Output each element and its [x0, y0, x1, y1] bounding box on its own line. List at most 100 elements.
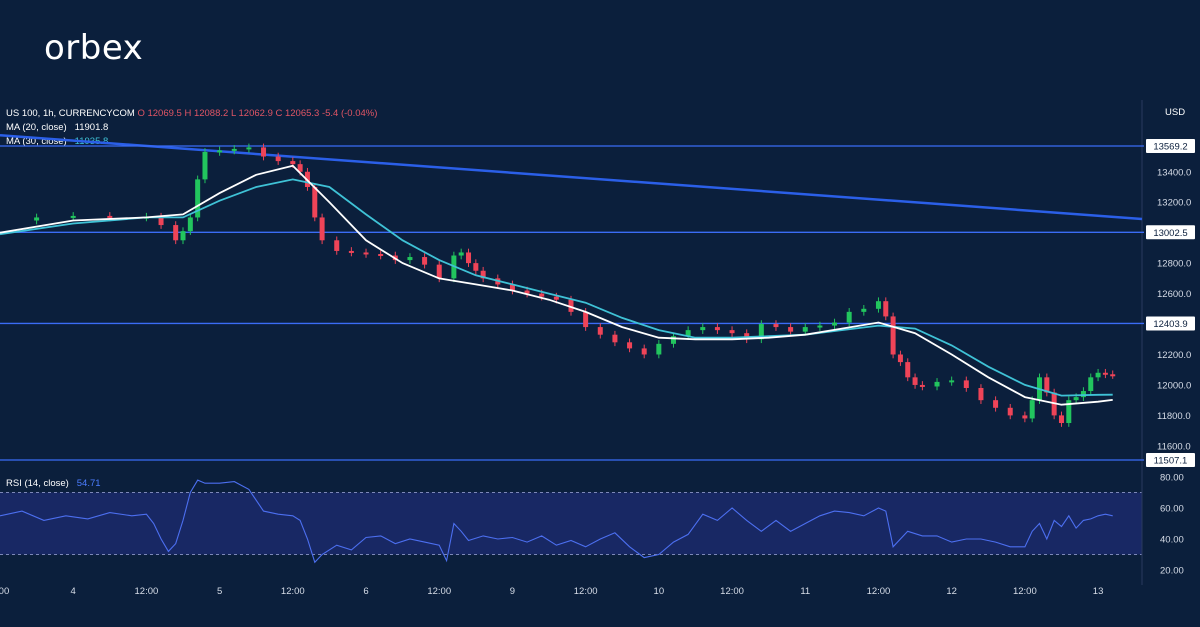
x-tick-label: 4: [71, 586, 76, 597]
candle-body: [187, 217, 193, 232]
y-tick-label: 12600.0: [1157, 289, 1191, 300]
levels-layer: 13569.2 13002.5 12403.9 11507.1: [0, 139, 1195, 467]
level-label-0: 13569.2: [1153, 142, 1187, 153]
candle-body: [905, 362, 911, 378]
candle: [773, 320, 779, 331]
x-tick-label: 12:00: [574, 586, 598, 597]
candle-body: [627, 342, 633, 349]
x-tick-label: 10: [654, 586, 665, 597]
candle: [275, 152, 281, 165]
y-tick-label: 12200.0: [1157, 350, 1191, 361]
candle-body: [290, 161, 296, 165]
candle-body: [334, 240, 340, 251]
candle-body: [509, 284, 515, 291]
candle: [1110, 370, 1116, 379]
y-tick-label: 12000.0: [1157, 380, 1191, 391]
candle-body: [568, 299, 574, 312]
candle-body: [458, 252, 464, 256]
candle: [473, 259, 479, 275]
candle: [1088, 373, 1094, 395]
candle: [363, 248, 369, 258]
candle-body: [246, 147, 252, 150]
level-tag-1: [1146, 225, 1195, 240]
candle: [627, 338, 633, 353]
candle-body: [883, 301, 889, 317]
rsi-band-fill: [0, 492, 1142, 555]
candle-body: [378, 253, 384, 256]
candle-body: [993, 400, 999, 408]
candle-body: [217, 150, 223, 153]
rsi-line: [0, 479, 1113, 564]
candle-body: [934, 381, 940, 387]
candle: [1022, 411, 1028, 423]
candle: [919, 381, 925, 391]
candle: [187, 213, 193, 235]
candle: [180, 227, 186, 245]
candle-body: [348, 250, 354, 253]
candle-body: [1044, 377, 1050, 393]
trendline-layer: [0, 133, 1143, 221]
candle: [34, 213, 40, 225]
level-label-1: 13002.5: [1153, 228, 1187, 239]
candle-body: [656, 343, 662, 355]
candle-body: [1022, 415, 1028, 419]
candle-body: [949, 380, 955, 383]
candle-body: [173, 225, 179, 241]
candle-body: [422, 257, 428, 265]
candle: [949, 376, 955, 386]
x-tick-label: 12: [946, 586, 957, 597]
candle: [934, 378, 940, 391]
candle-body: [539, 293, 545, 297]
candle: [832, 318, 838, 330]
candle-body: [641, 348, 647, 355]
candle-body: [912, 377, 918, 385]
x-tick-label: 11: [800, 586, 810, 597]
candle-body: [670, 336, 676, 344]
candle: [817, 321, 823, 331]
candle: [509, 280, 515, 295]
candle-body: [1095, 372, 1101, 378]
candle: [641, 344, 647, 359]
candle: [1007, 403, 1013, 420]
candle-body: [1066, 400, 1072, 424]
ma-layer: [0, 164, 1113, 406]
candle-body: [1007, 407, 1013, 416]
candle-body: [480, 270, 486, 279]
candle-body: [919, 384, 925, 387]
candle-body: [758, 324, 764, 340]
candle: [802, 323, 808, 336]
x-tick-label: 6: [363, 586, 368, 597]
symbol-label: US 100, 1h, CURRENCYCOM: [6, 108, 135, 119]
ma20-value: 11901.8: [74, 122, 109, 133]
candle: [319, 213, 325, 245]
candle-body: [788, 327, 794, 332]
candle-body: [407, 257, 413, 261]
candle-body: [195, 179, 201, 218]
candle: [729, 326, 735, 337]
y-tick-label: 13400.0: [1157, 167, 1191, 178]
candle: [685, 326, 691, 341]
candle: [231, 145, 237, 155]
candle-body: [436, 264, 442, 279]
level-label-3: 11507.1: [1154, 456, 1188, 467]
level-label-2: 12403.9: [1153, 319, 1187, 330]
candle-body: [963, 380, 969, 388]
candle-body: [70, 215, 76, 218]
candle: [883, 297, 889, 321]
candle: [1080, 387, 1086, 401]
candle: [422, 253, 428, 269]
candle: [195, 175, 201, 222]
candle-body: [261, 147, 267, 157]
candle-body: [553, 296, 559, 300]
candle: [861, 305, 867, 316]
candle-body: [773, 324, 779, 328]
x-axis: 3:00 4 12:00 5 12:00 6 12:00 9 12:00 10 12:00 11 12:…: [0, 586, 1103, 597]
candle: [378, 250, 384, 260]
candle: [890, 312, 896, 359]
candle: [217, 146, 223, 156]
candle: [246, 143, 252, 153]
candle: [1044, 373, 1050, 397]
x-tick-label: 12:00: [1013, 586, 1037, 597]
rsi-value: 54.71: [76, 478, 101, 489]
